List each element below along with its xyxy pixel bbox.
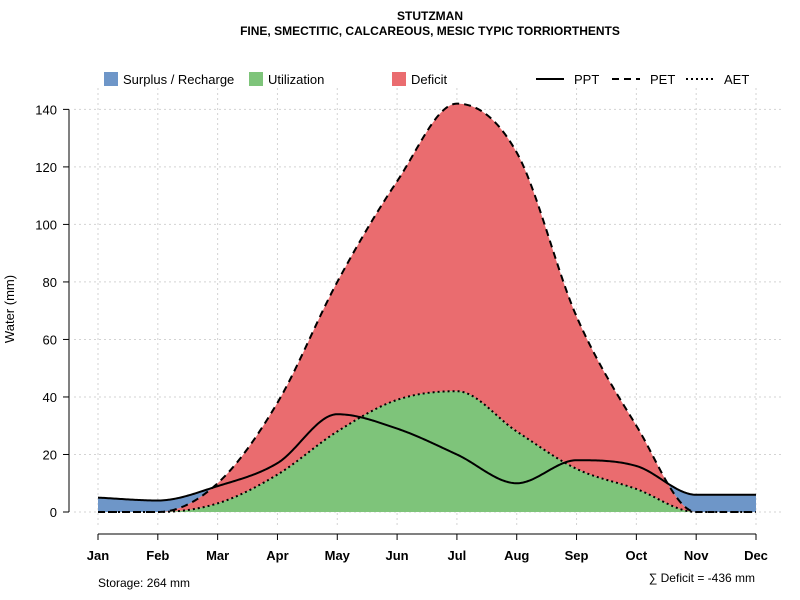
chart-title: STUTZMAN [397, 9, 463, 23]
axes [63, 108, 757, 540]
legend-label-utilization: Utilization [268, 72, 324, 87]
x-tick-label: Sep [565, 548, 589, 563]
x-tick-label: Jun [386, 548, 409, 563]
x-tick-label: Jul [448, 548, 467, 563]
deficit-total-label: ∑ Deficit = -436 mm [649, 571, 755, 585]
y-tick-label: 100 [35, 217, 57, 232]
legend: Surplus / Recharge Utilization Deficit P… [104, 72, 749, 87]
storage-label: Storage: 264 mm [98, 576, 190, 590]
legend-label-deficit: Deficit [411, 72, 448, 87]
x-tick-label: Mar [206, 548, 229, 563]
series-lines [97, 102, 756, 513]
x-tick-label: Feb [146, 548, 169, 563]
surplus-area [98, 483, 756, 512]
x-tick-labels: Jan Feb Mar Apr May Jun Jul Aug Sep Oct Nov Dec [87, 548, 768, 563]
x-tick-label: Oct [626, 548, 648, 563]
chart-subtitle: FINE, SMECTITIC, CALCAREOUS, MESIC TYPIC… [240, 24, 620, 38]
y-tick-label: 140 [35, 102, 57, 117]
deficit-area [98, 103, 756, 512]
x-tick-label: May [325, 548, 351, 563]
legend-label-aet: AET [724, 72, 749, 87]
x-tick-label: Jan [87, 548, 109, 563]
ppt-line [97, 413, 756, 502]
legend-label-pet: PET [650, 72, 675, 87]
areas [98, 103, 756, 512]
legend-label-ppt: PPT [574, 72, 599, 87]
x-tick-label: Aug [504, 548, 529, 563]
x-tick-label: Dec [744, 548, 768, 563]
y-tick-label: 0 [50, 505, 57, 520]
y-tick-label: 80 [43, 275, 57, 290]
aet-line [98, 390, 756, 513]
x-tick-label: Apr [266, 548, 288, 563]
y-tick-label: 40 [43, 390, 57, 405]
y-tick-label: 120 [35, 160, 57, 175]
x-tick-label: Nov [684, 548, 709, 563]
legend-swatch-surplus [104, 72, 118, 86]
legend-swatch-deficit [392, 72, 406, 86]
y-tick-label: 20 [43, 447, 57, 462]
y-tick-label: 60 [43, 332, 57, 347]
pet-line [98, 102, 756, 513]
legend-label-surplus: Surplus / Recharge [123, 72, 234, 87]
y-tick-labels: 0 20 40 60 80 100 120 140 [35, 102, 57, 520]
y-axis-label: Water (mm) [2, 275, 17, 343]
utilization-area [98, 391, 756, 512]
legend-swatch-utilization [249, 72, 263, 86]
